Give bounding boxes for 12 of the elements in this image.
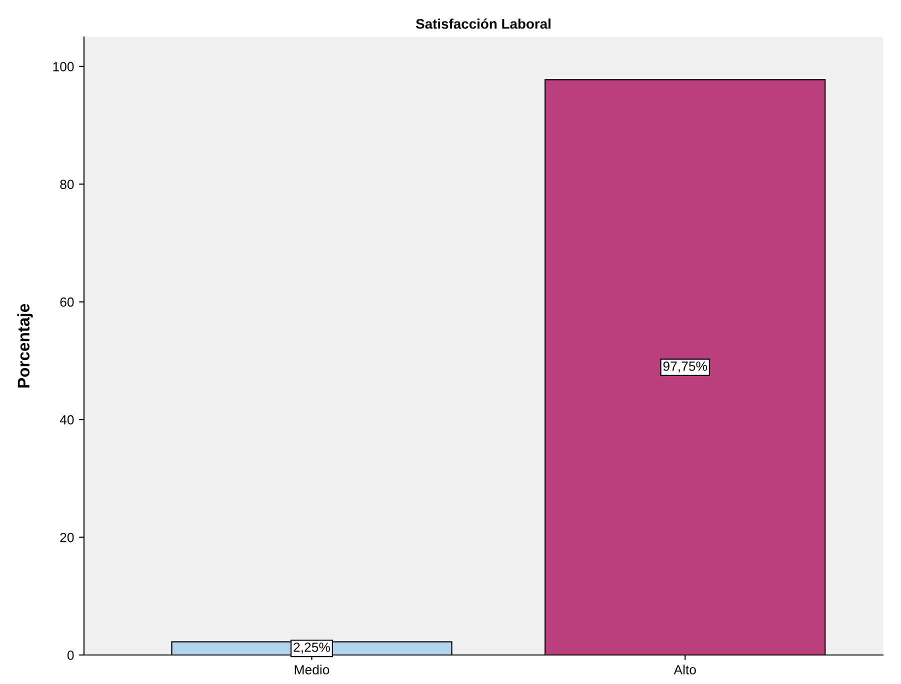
y-tick-label: 80 bbox=[60, 180, 74, 190]
y-tick-label: 40 bbox=[60, 415, 74, 424]
data-label: 97,75% bbox=[663, 362, 708, 372]
chart-title: Satisfacción Laboral bbox=[416, 18, 550, 29]
y-tick-label: 20 bbox=[60, 532, 74, 542]
x-tick-label: Alto bbox=[674, 664, 696, 674]
y-tick-label: 100 bbox=[53, 62, 74, 72]
y-tick-label: 60 bbox=[60, 297, 74, 307]
y-axis-title: Porcentaje bbox=[17, 304, 33, 388]
data-label: 2,25% bbox=[294, 642, 330, 654]
y-tick-label: 0 bbox=[67, 650, 74, 660]
x-tick-label: Medio bbox=[294, 664, 330, 674]
